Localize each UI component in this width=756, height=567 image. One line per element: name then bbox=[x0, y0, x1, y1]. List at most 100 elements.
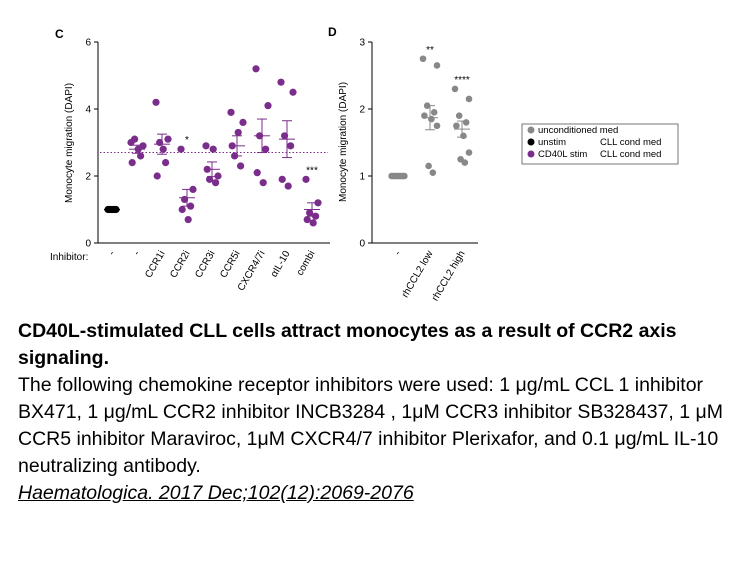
legend-label: unstim bbox=[538, 137, 566, 148]
data-point bbox=[234, 128, 242, 137]
data-point bbox=[455, 112, 463, 119]
data-group: ** bbox=[419, 45, 441, 176]
legend-sublabel: CLL cond med bbox=[600, 149, 661, 160]
data-point bbox=[460, 132, 467, 140]
y-tick-label: 0 bbox=[85, 239, 91, 250]
data-point bbox=[227, 108, 235, 116]
y-tick-label: 4 bbox=[85, 105, 91, 116]
legend-marker bbox=[527, 150, 535, 158]
data-point bbox=[302, 175, 310, 183]
caption-title: CD40L-stimulated CLL cells attract monoc… bbox=[18, 320, 677, 369]
data-point bbox=[306, 209, 314, 217]
data-group bbox=[388, 172, 408, 180]
x-tick-label: CCR3i bbox=[193, 249, 217, 280]
legend-box bbox=[521, 123, 679, 165]
data-point bbox=[131, 135, 139, 143]
legend-label: unconditioned med bbox=[538, 125, 618, 136]
data-point bbox=[252, 65, 260, 73]
panel-c-y-axis-label: Monocyte migration (DAPI) bbox=[64, 83, 75, 203]
data-point bbox=[428, 115, 435, 123]
data-point bbox=[137, 152, 145, 160]
data-point bbox=[465, 95, 473, 103]
data-point bbox=[153, 172, 161, 180]
data-point bbox=[303, 215, 311, 224]
data-point bbox=[177, 145, 185, 153]
x-tick-label: CCR1i bbox=[143, 249, 167, 280]
caption-body: The following chemokine receptor inhibit… bbox=[18, 374, 723, 477]
data-point bbox=[189, 185, 197, 193]
x-tick-label: rhCCL2 high bbox=[430, 249, 468, 303]
data-point bbox=[287, 142, 295, 150]
data-group bbox=[252, 65, 272, 187]
data-point bbox=[453, 122, 460, 130]
data-group: *** bbox=[302, 165, 322, 227]
data-point bbox=[178, 205, 186, 214]
data-point bbox=[278, 175, 286, 183]
data-point bbox=[281, 132, 289, 140]
data-point bbox=[462, 119, 470, 126]
data-point bbox=[214, 172, 222, 180]
data-point bbox=[259, 179, 267, 187]
data-point bbox=[212, 179, 220, 187]
y-tick-label: 6 bbox=[85, 38, 91, 49]
data-point bbox=[289, 88, 297, 96]
data-group bbox=[277, 78, 297, 190]
data-point bbox=[128, 159, 136, 167]
data-point bbox=[237, 162, 245, 170]
panel-d-y-axis-label: Monocyte migration (DAPI) bbox=[338, 82, 349, 202]
data-point bbox=[162, 159, 170, 167]
caption-citation-link[interactable]: Haematologica. 2017 Dec;102(12):2069-207… bbox=[18, 482, 414, 504]
x-tick-label: CCR5i bbox=[218, 249, 242, 280]
data-point bbox=[425, 162, 432, 170]
data-group: * bbox=[177, 135, 197, 224]
data-point bbox=[430, 109, 438, 116]
panel-c-letter: C bbox=[55, 27, 64, 41]
legend-marker bbox=[527, 126, 535, 134]
y-tick-label: 2 bbox=[359, 105, 365, 116]
y-tick-label: 0 bbox=[359, 239, 365, 250]
data-point bbox=[152, 98, 160, 106]
legend-marker bbox=[527, 138, 535, 146]
data-group bbox=[202, 142, 222, 187]
panel-c-inhibitor-label: Inhibitor: bbox=[50, 252, 88, 263]
panel-d-letter: D bbox=[328, 25, 337, 39]
data-point bbox=[206, 175, 214, 183]
data-point bbox=[184, 215, 192, 224]
data-point bbox=[284, 182, 292, 190]
x-tick-label: - bbox=[106, 249, 117, 257]
data-point bbox=[277, 78, 285, 86]
significance-annotation: *** bbox=[306, 165, 318, 176]
significance-annotation: * bbox=[185, 135, 189, 146]
data-point bbox=[159, 145, 167, 153]
data-point bbox=[451, 85, 459, 93]
data-point bbox=[209, 145, 217, 153]
data-group bbox=[227, 108, 247, 170]
data-point bbox=[309, 219, 317, 227]
data-group: **** bbox=[451, 75, 473, 166]
data-point bbox=[419, 55, 427, 63]
data-point bbox=[253, 169, 261, 177]
data-group bbox=[104, 205, 120, 214]
data-point bbox=[433, 122, 441, 130]
significance-annotation: ** bbox=[426, 45, 434, 56]
x-tick-label: rhCCL2 low bbox=[400, 248, 436, 299]
data-point bbox=[433, 62, 441, 69]
data-point bbox=[461, 159, 469, 166]
y-tick-label: 1 bbox=[359, 172, 365, 183]
data-point bbox=[465, 149, 473, 156]
legend-sublabel: CLL cond med bbox=[600, 137, 661, 148]
y-tick-label: 3 bbox=[359, 38, 365, 49]
x-tick-label: CCR2i bbox=[168, 249, 192, 280]
x-tick-label: - bbox=[392, 249, 403, 257]
y-tick-label: 2 bbox=[85, 172, 91, 183]
data-point bbox=[164, 135, 172, 143]
data-point bbox=[202, 142, 210, 150]
data-point bbox=[314, 199, 322, 207]
data-point bbox=[264, 102, 272, 110]
x-tick-label: combi bbox=[295, 249, 318, 278]
legend-label: CD40L stim bbox=[538, 149, 587, 160]
